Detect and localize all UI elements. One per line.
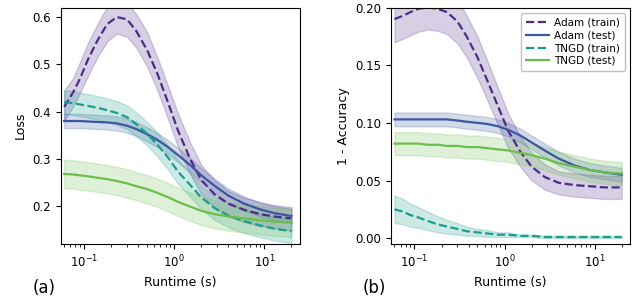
Y-axis label: Loss: Loss [14, 112, 27, 139]
X-axis label: Runtime (s): Runtime (s) [474, 276, 547, 289]
Y-axis label: 1 - Accuracy: 1 - Accuracy [337, 87, 350, 165]
X-axis label: Runtime (s): Runtime (s) [144, 276, 217, 289]
Text: (a): (a) [33, 279, 56, 297]
Legend: Adam (train), Adam (test), TNGD (train), TNGD (test): Adam (train), Adam (test), TNGD (train),… [521, 13, 625, 71]
Text: (b): (b) [363, 279, 387, 297]
